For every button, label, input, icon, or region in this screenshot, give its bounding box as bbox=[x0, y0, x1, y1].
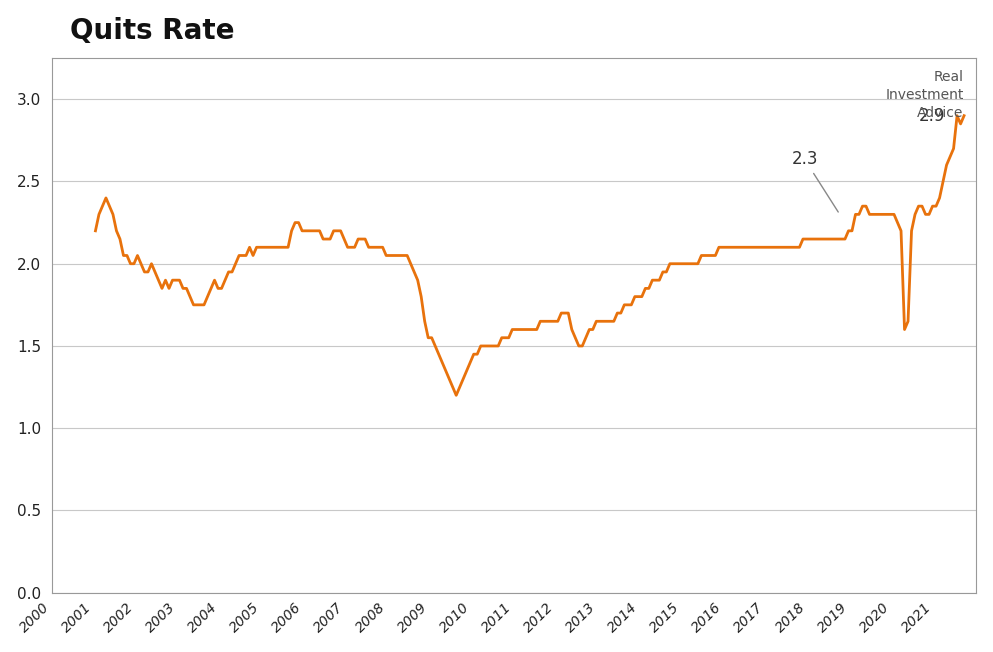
Text: Quits Rate: Quits Rate bbox=[71, 17, 234, 45]
Text: 2.3: 2.3 bbox=[791, 151, 838, 212]
Text: Real
Investment
Advice: Real Investment Advice bbox=[886, 70, 964, 121]
Text: 2.9: 2.9 bbox=[919, 107, 944, 125]
